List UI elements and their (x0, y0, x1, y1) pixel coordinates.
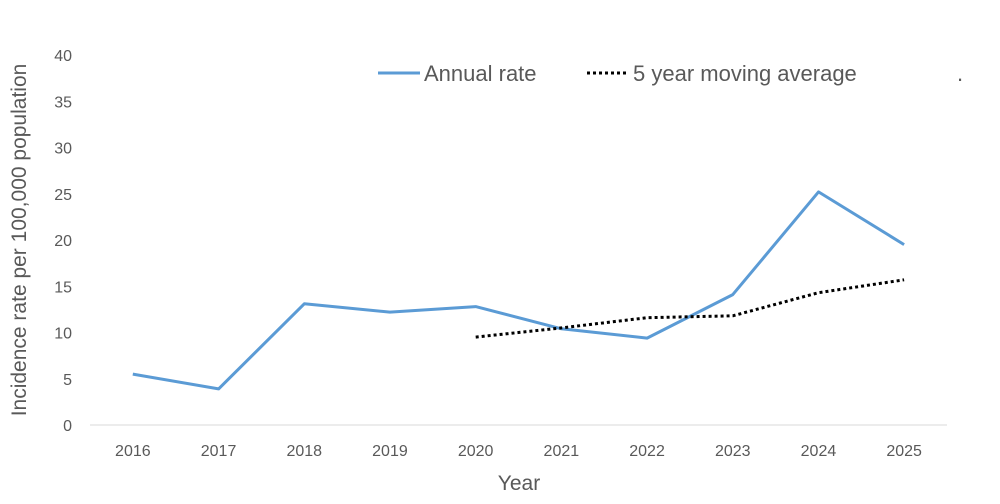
y-tick-label: 40 (54, 48, 72, 65)
y-tick-label: 0 (63, 418, 72, 435)
y-tick-label: 30 (54, 141, 72, 158)
y-axis-ticks: 0 5 10 15 20 25 30 35 40 (54, 48, 72, 435)
y-tick-label: 20 (54, 233, 72, 250)
y-axis-title: Incidence rate per 100,000 population (8, 64, 31, 417)
x-tick-label: 2024 (801, 443, 837, 460)
legend: Annual rate 5 year moving average . (378, 61, 963, 86)
legend-trailing-dot: . (957, 61, 963, 86)
x-tick-label: 2023 (715, 443, 751, 460)
x-axis-title: Year (498, 472, 540, 495)
x-tick-label: 2022 (629, 443, 665, 460)
y-tick-label: 5 (63, 372, 72, 389)
series-line-moving-average (475, 278, 905, 339)
x-tick-label: 2021 (544, 443, 580, 460)
x-tick-label: 2025 (886, 443, 922, 460)
x-axis-ticks: 2016 2017 2018 2019 2020 2021 2022 2023 2024 2025 (115, 443, 922, 460)
legend-label-annual-rate: Annual rate (424, 61, 537, 86)
y-tick-label: 25 (54, 187, 72, 204)
y-tick-label: 35 (54, 94, 72, 111)
y-tick-label: 10 (54, 326, 72, 343)
x-tick-label: 2020 (458, 443, 494, 460)
x-tick-label: 2017 (201, 443, 237, 460)
series-line-annual-rate (132, 190, 905, 391)
y-tick-label: 15 (54, 279, 72, 296)
x-tick-label: 2019 (372, 443, 408, 460)
x-tick-label: 2018 (286, 443, 322, 460)
series-layer (132, 190, 905, 391)
x-tick-label: 2016 (115, 443, 151, 460)
legend-label-moving-average: 5 year moving average (633, 61, 857, 86)
